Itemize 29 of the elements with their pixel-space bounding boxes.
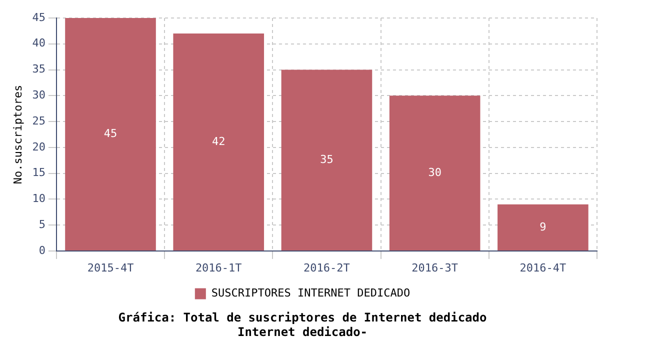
y-tick-label: 30: [32, 88, 46, 102]
bar: [65, 18, 156, 250]
data-label: 45: [104, 127, 118, 140]
y-tick-label: 0: [38, 244, 46, 257]
legend-label: SUSCRIPTORES INTERNET DEDICADO: [211, 286, 410, 300]
bar: [281, 70, 372, 250]
bar: [498, 204, 588, 250]
bar: [173, 34, 264, 250]
x-tick-label: 2015-4T: [87, 261, 134, 274]
y-tick-label: 5: [38, 218, 46, 231]
y-tick-label: 45: [32, 10, 46, 24]
x-tick-label: 2016-2T: [304, 261, 350, 274]
y-tick-label: 25: [32, 114, 46, 128]
x-tick-label: 2016-4T: [520, 261, 566, 274]
data-label: 35: [320, 153, 334, 166]
bar: [389, 96, 480, 250]
x-tick-label: 2016-3T: [412, 261, 458, 274]
y-axis-title: No.suscriptores: [11, 84, 24, 184]
y-tick-label: 35: [32, 62, 46, 76]
x-tick-label: 2016-1T: [195, 261, 242, 274]
text: Gráfica: Total de suscriptores de Internet dedicado: [118, 310, 487, 325]
y-tick-label: 20: [32, 140, 46, 154]
y-tick-label: 40: [32, 36, 46, 50]
data-label: 30: [428, 166, 442, 179]
data-label: 9: [540, 220, 546, 234]
text: Internet dedicado-: [237, 324, 368, 339]
y-tick-label: 15: [32, 166, 46, 180]
data-label: 42: [212, 134, 226, 148]
y-tick-label: 10: [32, 192, 46, 206]
